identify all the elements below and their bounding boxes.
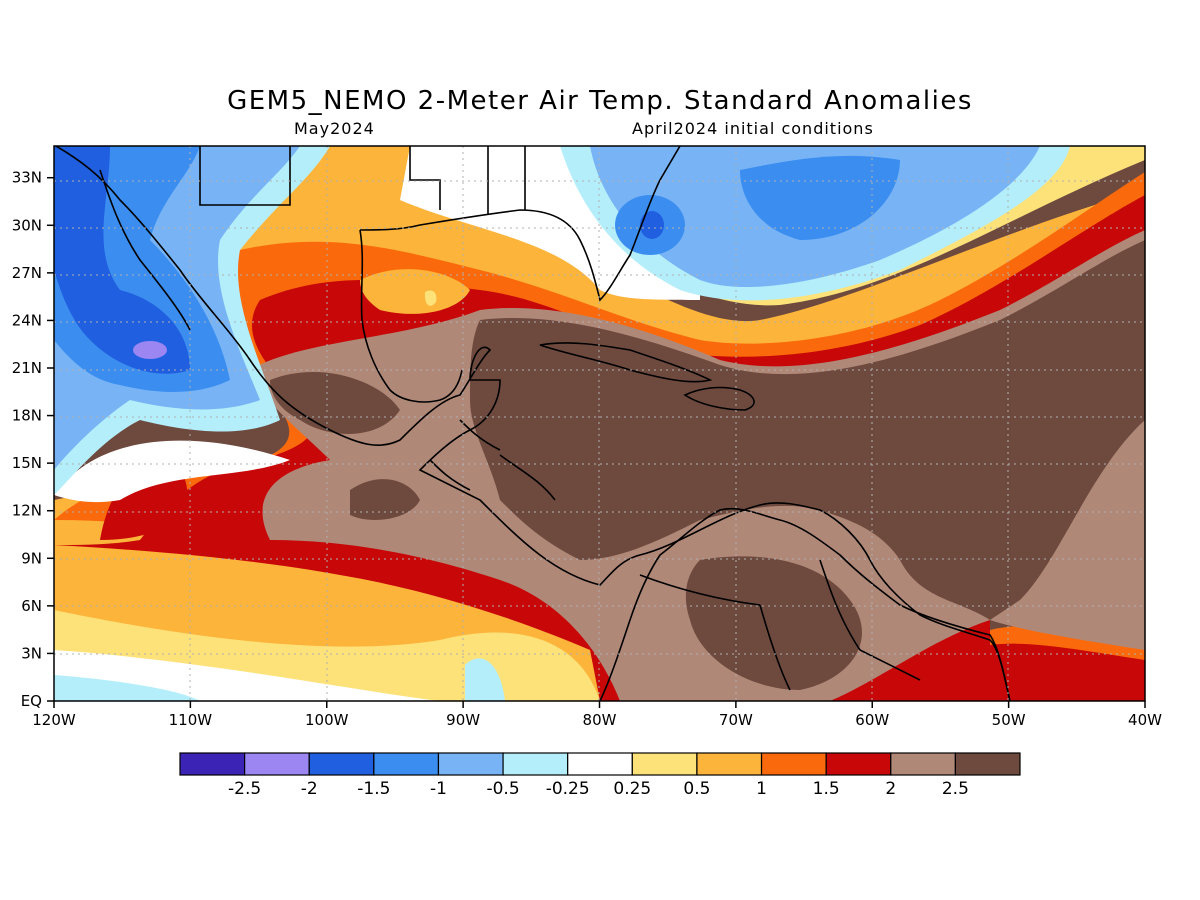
- paleblue-patch: [465, 658, 505, 701]
- colorbar-labels: -2.5 -2 -1.5 -1 -0.5 -0.25 0.25 0.5 1 1.5 2 2.5: [228, 779, 969, 799]
- lat-tick-label: 21N: [12, 359, 42, 377]
- colorbar-label: -0.25: [546, 779, 590, 799]
- lat-tick-label: 12N: [12, 502, 42, 520]
- longitude-axis: 120W 110W 100W 90W 80W 70W 60W 50W 40W: [32, 701, 1162, 729]
- colorbar-label: -1: [430, 779, 447, 799]
- hispaniola: [683, 386, 755, 411]
- north-america-coast: [55, 146, 1011, 701]
- colorbar-label: 2: [885, 779, 896, 799]
- colorbar-swatch: [696, 752, 763, 776]
- lat-tick-label: 6N: [21, 597, 42, 615]
- blue-pacific: [54, 146, 190, 374]
- colorbar-label: -0.5: [486, 779, 519, 799]
- initial-conditions-label: April2024 initial conditions: [632, 119, 874, 138]
- colorbar-swatch: [179, 752, 246, 776]
- colorbar-swatch: [373, 752, 440, 776]
- darkbrown-south-america: [685, 556, 862, 690]
- darkbrown-mexico: [270, 371, 400, 434]
- cuba: [539, 342, 713, 383]
- gridlines: [54, 146, 1145, 701]
- latitude-axis: EQ 3N 6N 9N 12N 15N 18N 21N 24N 27N 30N 33N: [12, 169, 54, 710]
- lon-tick-label: 60W: [855, 711, 889, 729]
- colorbar-label: 0.5: [683, 779, 710, 799]
- chart-title: GEM5_NEMO 2-Meter Air Temp. Standard Ano…: [227, 86, 973, 116]
- midblue-atlantic: [740, 155, 900, 240]
- forecast-month: May2024: [294, 119, 375, 138]
- yellow-gulf-patch: [424, 290, 437, 306]
- gulf-coast: [359, 146, 681, 302]
- colorbar-label: 1: [756, 779, 767, 799]
- south-america-coast: [599, 507, 1011, 701]
- colorbar-label: 1.5: [813, 779, 840, 799]
- lon-tick-label: 110W: [169, 711, 213, 729]
- yellow-band: [54, 610, 600, 701]
- white-pacific-blob: [54, 440, 290, 503]
- lat-tick-label: 24N: [12, 311, 42, 329]
- lat-tick-label: 27N: [12, 264, 42, 282]
- colorbar: [179, 752, 1021, 776]
- colorbar-label: 0.25: [613, 779, 651, 799]
- colorbar-swatch: [954, 752, 1021, 776]
- colorbar-swatch: [567, 752, 633, 776]
- darkbrown-pacific: [350, 479, 420, 520]
- lat-tick-label: 3N: [21, 644, 42, 662]
- baja-coast: [99, 169, 191, 331]
- lat-tick-label: 33N: [12, 169, 42, 187]
- lat-tick-label: 18N: [12, 407, 42, 425]
- lon-tick-label: 90W: [446, 711, 480, 729]
- paleblue-lowlat: [54, 675, 200, 701]
- lon-tick-label: 40W: [1128, 711, 1162, 729]
- lavender-patch: [133, 341, 167, 359]
- mexico-gulf-coast: [359, 229, 463, 403]
- lat-tick-label: EQ: [21, 692, 42, 710]
- lat-tick-label: 9N: [21, 549, 42, 567]
- lat-tick-label: 15N: [12, 454, 42, 472]
- colorbar-swatch: [437, 752, 504, 776]
- colorbar-label: 2.5: [942, 779, 969, 799]
- lon-tick-label: 80W: [583, 711, 617, 729]
- lon-tick-label: 100W: [305, 711, 349, 729]
- colorbar-label: -2: [301, 779, 318, 799]
- colorbar-swatch: [890, 752, 956, 776]
- lon-tick-label: 70W: [719, 711, 753, 729]
- darkbrown-core: [470, 240, 1145, 620]
- colorbar-swatch: [308, 752, 375, 776]
- colorbar-label: -2.5: [228, 779, 261, 799]
- colorbar-swatch: [760, 752, 827, 776]
- south-america-borders: [639, 559, 921, 691]
- lon-tick-label: 120W: [32, 711, 76, 729]
- coastlines: [55, 146, 1011, 701]
- blue-atlantic-core: [640, 211, 664, 239]
- colorbar-swatch: [825, 752, 892, 776]
- lat-tick-label: 30N: [12, 216, 42, 234]
- colorbar-swatch: [244, 752, 310, 776]
- colorbar-label: -1.5: [357, 779, 390, 799]
- us-state-borders: [199, 146, 526, 215]
- colorbar-swatch: [631, 752, 698, 776]
- gold-gulf: [360, 269, 470, 314]
- colorbar-swatch: [502, 752, 569, 776]
- lon-tick-label: 50W: [992, 711, 1026, 729]
